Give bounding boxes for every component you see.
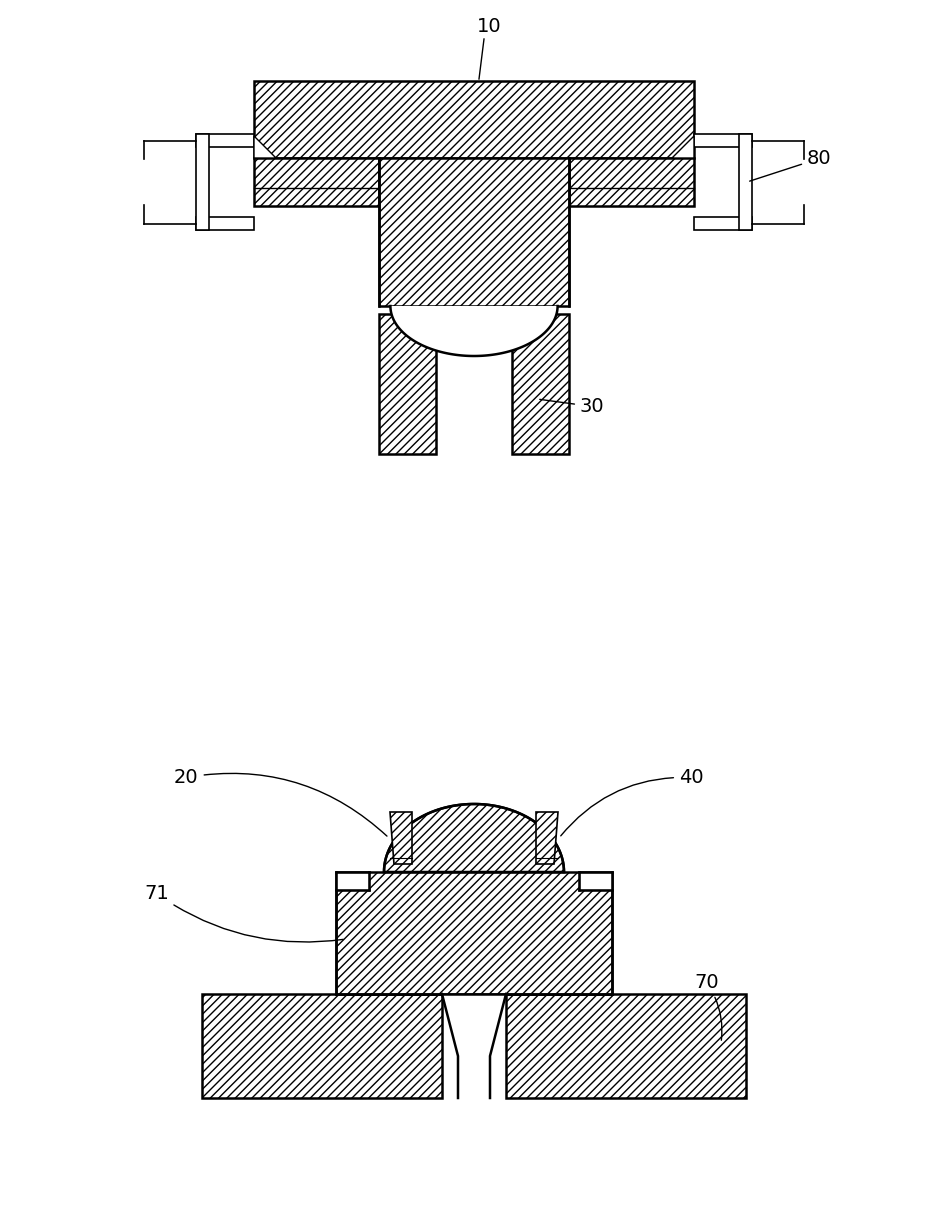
Polygon shape	[254, 136, 276, 158]
Bar	[379, 314, 436, 454]
Text: 80: 80	[750, 150, 831, 181]
Bar	[694, 216, 752, 230]
Bar	[739, 134, 752, 230]
Bar	[196, 134, 254, 147]
Text: 71: 71	[144, 884, 343, 942]
Bar	[694, 134, 752, 147]
Polygon shape	[536, 812, 558, 865]
Bar	[336, 872, 612, 993]
Bar	[336, 872, 369, 890]
Text: 10: 10	[477, 17, 501, 36]
Text: 30: 30	[539, 396, 605, 416]
Bar	[196, 134, 209, 230]
Polygon shape	[379, 306, 569, 356]
Text: 40: 40	[561, 769, 703, 835]
Bar	[196, 216, 254, 230]
Bar	[379, 158, 569, 306]
Polygon shape	[384, 804, 564, 872]
Bar	[579, 872, 612, 890]
Text: 70: 70	[694, 973, 722, 1040]
Bar	[254, 81, 694, 158]
Bar	[254, 158, 379, 206]
Polygon shape	[390, 812, 412, 865]
Bar	[202, 993, 442, 1098]
Text: 20: 20	[174, 769, 387, 837]
Bar	[569, 158, 694, 206]
Bar	[512, 314, 569, 454]
Bar	[506, 993, 746, 1098]
Polygon shape	[672, 136, 694, 158]
Polygon shape	[442, 993, 506, 1098]
